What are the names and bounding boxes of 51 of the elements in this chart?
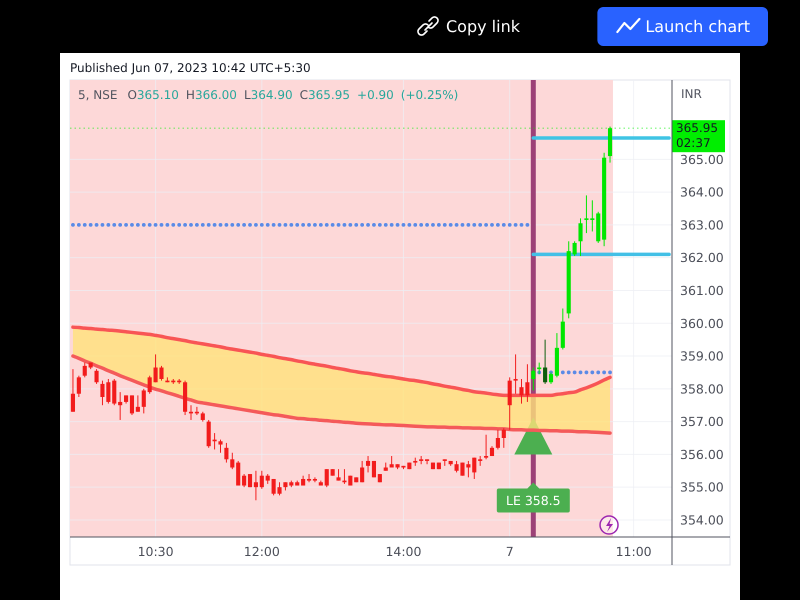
candlestick <box>366 456 370 473</box>
candlestick <box>130 394 134 416</box>
x-tick-label: 7 <box>506 544 514 559</box>
annotation: LE 358.5 <box>506 492 561 508</box>
y-tick-label: 364.00 <box>680 184 724 200</box>
y-tick-label: 361.00 <box>680 282 724 298</box>
candlestick <box>519 378 524 404</box>
candlestick <box>200 411 205 422</box>
candlestick <box>548 372 554 384</box>
candlestick <box>342 468 347 484</box>
candlestick <box>502 428 506 448</box>
candlestick <box>496 429 500 450</box>
candlestick <box>578 218 583 257</box>
candlestick <box>159 365 164 382</box>
candlestick <box>136 394 140 412</box>
candlestick <box>543 339 548 384</box>
candlestick <box>372 460 376 478</box>
text: O365.10 H366.00 L364.90 C365.95 +0.90 (+0.25%) <box>127 88 458 102</box>
y-tick-label: 365.00 <box>680 152 724 167</box>
y-tick-label: 360.00 <box>680 316 724 331</box>
y-tick-label: 362.00 <box>680 250 724 266</box>
y-tick-label: 355.00 <box>680 480 724 495</box>
x-tick-label: 10:30 <box>138 544 174 559</box>
text: Launch chart <box>645 17 750 36</box>
y-tick-label: 363.00 <box>680 217 724 232</box>
y-tick-label: 354.00 <box>680 512 724 528</box>
y-tick-label: 357.00 <box>680 414 724 430</box>
candlestick <box>525 364 530 402</box>
y-tick-label: 358.00 <box>680 381 724 396</box>
line-series <box>71 325 612 398</box>
candlestick <box>100 380 105 406</box>
candlestick <box>70 368 76 412</box>
text: Published Jun 07, 2023 10:42 UTC+5:30 <box>70 61 311 75</box>
x-tick-label: 14:00 <box>385 544 422 559</box>
candlestick <box>454 460 459 473</box>
candlestick <box>460 462 465 476</box>
candlestick <box>531 367 536 391</box>
y-tick-label: 359.00 <box>680 348 724 364</box>
ref-line-label: 365.95 02:37 <box>676 121 718 150</box>
candlestick <box>248 474 252 488</box>
text: Copy link <box>446 17 521 36</box>
candlestick <box>277 482 282 496</box>
x-tick-label: 11:00 <box>616 544 652 559</box>
candlestick <box>224 442 228 464</box>
candlestick <box>94 368 99 384</box>
y-axis-title: INR <box>681 87 702 101</box>
y-tick-label: 356.00 <box>680 446 724 462</box>
x-tick-label: 12:00 <box>244 544 280 559</box>
text: 5, NSE <box>78 88 118 102</box>
candlestick <box>76 375 81 398</box>
candlestick <box>154 354 158 383</box>
